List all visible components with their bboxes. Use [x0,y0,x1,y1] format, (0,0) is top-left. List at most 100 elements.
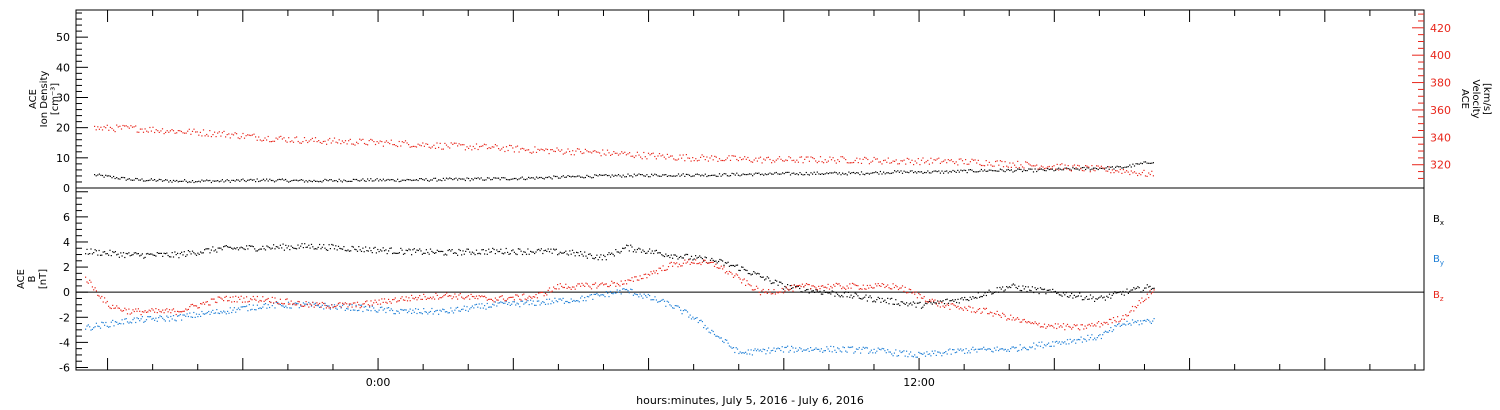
field-series-by-point [250,309,252,311]
velocity-series-point [1050,168,1052,170]
velocity-series-point [1053,165,1055,167]
field-series-bx-point [402,253,405,255]
field-series-bz-point [1068,325,1070,328]
velocity-series-point [545,148,547,150]
field-series-bz-point [855,284,858,287]
field-series-by-point [555,300,557,302]
field-series-bx-point [327,249,329,251]
field-series-bx-point [333,248,336,250]
field-series-bz-point [979,308,981,310]
field-series-bz-point [1029,321,1031,323]
field-series-bx-point [604,255,606,258]
field-series-bz-point [991,312,993,314]
velocity-series-point [1014,164,1016,166]
field-series-bx-point [221,249,223,251]
field-series-bz-point [1130,310,1132,312]
field-series-bz-point [634,276,636,278]
field-series-by-point [350,309,352,311]
density-series-point [232,179,235,181]
field-series-by-point [1088,339,1090,341]
field-series-bx-point [819,290,821,292]
field-series-bx-point [101,254,103,256]
field-series-bx-point [517,248,519,250]
density-series-point [641,174,643,176]
field-series-bz-point [785,286,787,288]
field-series-bx-point [530,250,532,252]
field-series-bz-point [709,261,712,264]
density-series-point [524,179,526,181]
velocity-series-point [460,144,462,146]
field-series-bz-point [486,299,488,301]
velocity-series-point [100,126,102,128]
field-series-by-point [796,350,798,352]
density-series-point [703,175,705,177]
field-series-by-point [121,319,123,321]
density-series-point [275,180,277,182]
velocity-series-point [898,163,900,165]
density-series-point [441,180,443,182]
velocity-series-point [163,133,165,135]
field-series-bx-point [494,253,496,255]
velocity-series-point [638,154,640,156]
density-series-point [214,180,216,182]
velocity-series-point [433,144,435,146]
field-series-bz-point [202,301,204,304]
velocity-series-point [920,159,923,161]
field-series-by-point [793,351,795,353]
density-series-point [512,178,514,180]
field-series-bz-point [542,291,544,293]
field-series-bx-point [713,260,716,262]
field-series-bz-point [94,287,96,289]
velocity-series-point [105,127,107,129]
field-series-by-point [264,303,267,305]
field-series-bz-point [926,301,928,303]
density-series-point [430,179,432,181]
field-series-bz-point [924,300,927,302]
velocity-series-point [146,130,148,132]
velocity-series-point [826,161,828,163]
field-series-by-point [776,348,778,350]
field-series-bx-point [185,255,187,257]
velocity-series-point [1115,170,1117,172]
field-series-by-point [348,304,350,306]
field-series-bx-point [883,300,885,302]
field-series-bz-point [933,300,935,302]
density-series-point [922,172,924,174]
density-series-point [643,175,645,177]
field-series-bx-point [210,249,212,251]
field-series-bx-point [193,252,195,254]
field-series-bz-point [830,285,832,288]
field-series-bx-point [356,250,359,252]
field-series-bz-point [508,297,510,299]
velocity-series-point [808,160,810,162]
field-series-bz-point [681,265,683,267]
field-series-bx-point [217,247,219,249]
velocity-series-point [636,151,638,153]
field-series-by-point [854,351,856,353]
density-series-point [149,179,151,181]
velocity-series-point [788,156,790,158]
field-series-by-point [251,308,253,310]
field-series-by-point [574,300,576,302]
field-series-bz-point [370,300,372,302]
field-series-bx-point [128,252,130,254]
velocity-series-point [1064,164,1066,166]
field-series-by-point [1022,347,1024,349]
field-series-bx-point [1092,296,1094,298]
field-series-by-point [690,318,693,320]
field-series-by-point [523,303,525,305]
field-series-bz-point [106,300,108,303]
density-series-point [1152,162,1154,164]
field-series-bz-point [605,283,607,285]
density-series-point [693,175,695,177]
field-series-by-point [290,307,292,309]
field-series-bz-point [1031,322,1033,324]
field-series-bz-point [417,297,419,299]
density-series-point [843,173,845,175]
field-series-by-point [241,306,244,308]
field-series-bz-point [950,303,952,305]
field-series-by-point [754,348,756,350]
field-series-bz-point [136,310,138,312]
field-series-bz-point [631,277,633,279]
field-series-bz-point [1060,325,1062,327]
